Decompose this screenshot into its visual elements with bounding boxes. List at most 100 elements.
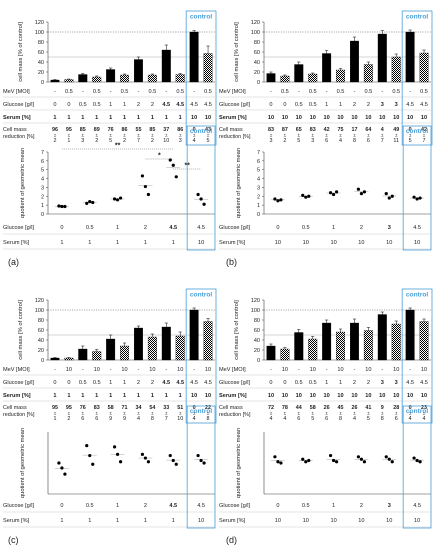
table-cell-mev: 0.5: [281, 89, 289, 95]
table-cell-serum: 10: [303, 518, 309, 524]
reduction-error: 6: [325, 138, 328, 144]
reduction-value: 58: [108, 405, 114, 411]
reduction-error: 3: [179, 138, 182, 144]
reduction-value: 28: [393, 405, 399, 411]
table-cell-glucose: 0.5: [302, 225, 310, 231]
y-tick-label: 60: [38, 50, 44, 56]
bar: [322, 53, 332, 83]
table-cell-mev: -: [298, 367, 300, 373]
control-label: control: [190, 14, 213, 21]
reduction-value: 96: [52, 127, 58, 133]
reduction-error: 2: [67, 416, 70, 422]
data-point: [60, 204, 64, 209]
data-point: [143, 456, 148, 460]
y-tick-label: 40: [254, 60, 260, 66]
y-tick-label: 4: [257, 177, 260, 183]
table-cell-glucose: 0.5: [309, 102, 317, 108]
table-cell-glucose: 4.5: [197, 225, 205, 231]
data-point: [118, 196, 123, 200]
table-cell-glucose: 0: [276, 503, 279, 509]
reduction-value: 95: [66, 405, 72, 411]
data-point: [57, 204, 61, 208]
table-cell-mev: -: [82, 89, 84, 95]
y-tick-label: 60: [254, 328, 260, 334]
data-point: [301, 193, 305, 197]
data-point: [362, 190, 367, 194]
reduction-error: 3: [311, 138, 314, 144]
y-tick-label: 7: [257, 150, 260, 156]
y-tick-label: 40: [38, 338, 44, 344]
table-cell-glucose: 3: [395, 102, 398, 108]
y-tick-label: 7: [41, 150, 44, 156]
table-cell-glucose: 4.5: [420, 380, 428, 386]
bar: [189, 309, 199, 361]
y-tick-label: 20: [38, 348, 44, 354]
reduction-value: 26: [351, 405, 357, 411]
data-point: [273, 197, 277, 201]
reduction-label-line2: reduction [%]: [219, 412, 251, 418]
table-cell-serum: 10: [407, 393, 413, 399]
data-point: [418, 196, 422, 200]
table-cell-glucose: 1: [123, 380, 126, 386]
reduction-error: 1: [53, 416, 56, 422]
panel-layer: cell mass [% of control]020406080100120M…: [3, 10, 433, 529]
table-cell-mev: -: [409, 367, 411, 373]
table-cell-glucose: 2: [137, 102, 140, 108]
bar: [349, 322, 359, 361]
data-point: [146, 192, 151, 197]
reduction-value: 58: [310, 405, 316, 411]
table-cell-glucose: 2: [151, 102, 154, 108]
reduction-value: 37: [163, 127, 169, 133]
table-cell-glucose: 0.5: [86, 225, 94, 231]
reduction-pm: ±: [353, 133, 356, 138]
table-cell-serum: 1: [81, 115, 84, 121]
data-point: [115, 198, 120, 202]
table-cell-glucose: 0.5: [93, 380, 101, 386]
reduction-label-line2: reduction [%]: [3, 134, 35, 140]
control-box: [185, 288, 217, 424]
reduction-pm: ±: [284, 133, 287, 138]
reduction-error: 11: [393, 138, 399, 144]
reduction-value: 86: [122, 127, 128, 133]
reduction-error: 1: [67, 138, 70, 144]
data-point: [174, 462, 178, 466]
reduction-error: 2: [95, 138, 98, 144]
reduction-error: 8: [339, 416, 342, 422]
bar: [106, 69, 116, 83]
y-tick-label: 40: [38, 60, 44, 66]
table-cell-mev: -: [54, 89, 56, 95]
table-row-label-mev: MeV [MOI]: [219, 89, 246, 95]
reduction-pm: ±: [381, 133, 384, 138]
reduction-value: 0: [409, 127, 412, 133]
table-cell-mev: 0.5: [121, 89, 129, 95]
table-cell-serum: 1: [67, 115, 70, 121]
reduction-error: 4: [353, 416, 356, 422]
y-axis-label: cell mass [% of control]: [18, 300, 24, 360]
data-point: [359, 192, 364, 196]
y-tick-label: 80: [254, 40, 260, 46]
table-cell-mev: -: [381, 367, 383, 373]
table-cell-glucose: 2: [151, 380, 154, 386]
data-point: [356, 187, 361, 191]
data-point: [418, 460, 422, 464]
table-row-label-serum: Serum [%]: [3, 240, 30, 246]
y-tick-label: 40: [254, 338, 260, 344]
table-cell-mev: -: [270, 89, 272, 95]
table-cell-serum: 10: [268, 115, 274, 121]
y-tick-label: 5: [257, 168, 260, 174]
control-box: [402, 405, 432, 529]
reduction-value: 49: [393, 127, 399, 133]
data-point: [301, 457, 305, 461]
data-point: [140, 174, 145, 178]
table-cell-serum: 10: [303, 240, 309, 246]
table-row-label-glucose: Glucose [g/l]: [3, 503, 35, 509]
data-point: [304, 195, 308, 199]
reduction-pm: ±: [165, 133, 168, 138]
table-row-label-glucose: Glucose [g/l]: [219, 102, 251, 108]
data-point: [387, 196, 391, 200]
reduction-value: 87: [282, 127, 288, 133]
data-point: [202, 461, 206, 465]
data-point: [334, 460, 339, 464]
reduction-error: 3: [81, 138, 84, 144]
table-cell-mev: -: [193, 89, 195, 95]
